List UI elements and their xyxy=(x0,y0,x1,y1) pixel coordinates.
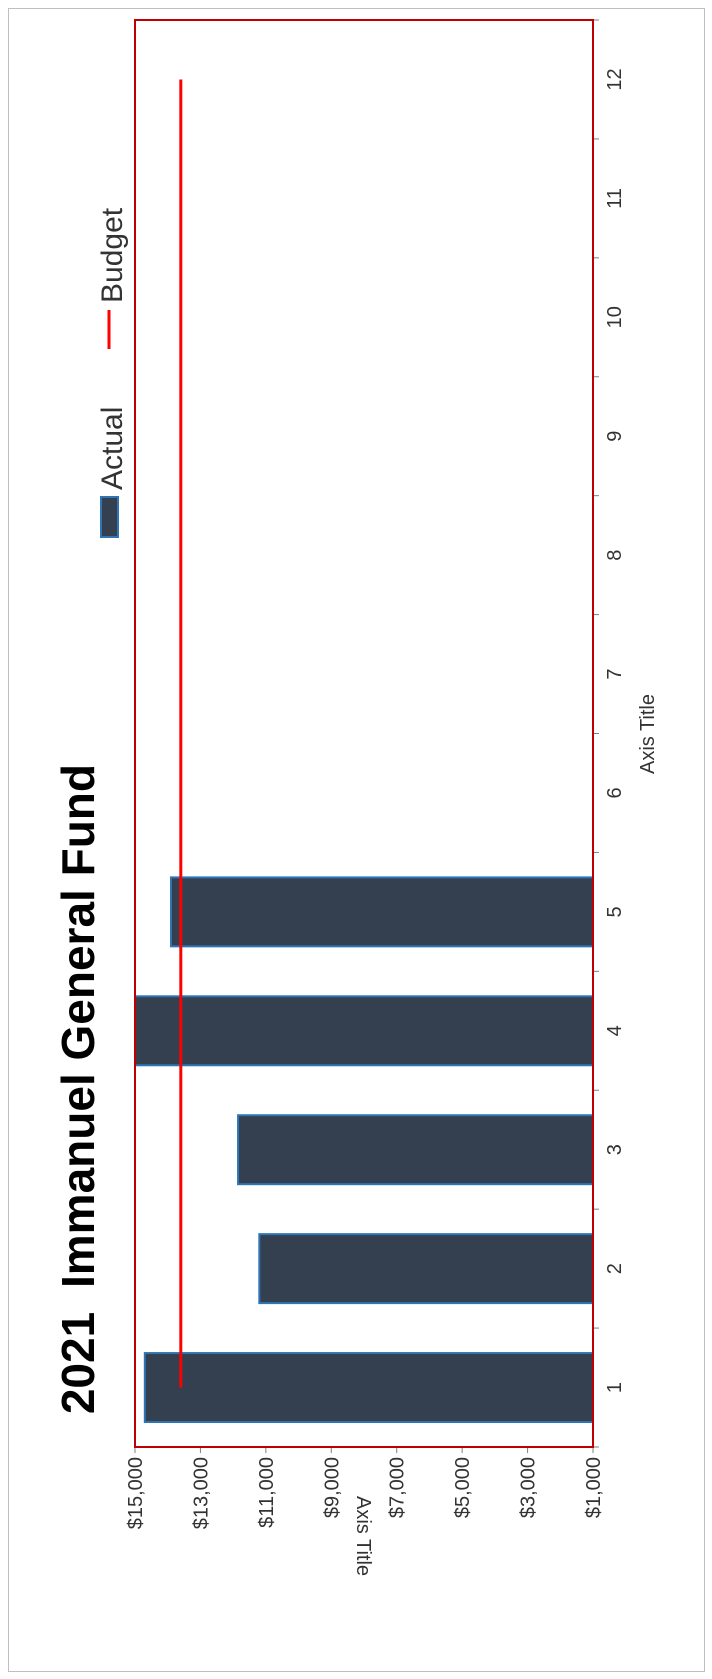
chart-title: Immanuel General Fund xyxy=(52,764,104,1288)
x-tick-label: 2 xyxy=(604,1263,626,1274)
legend-budget-label: Budget xyxy=(96,207,129,303)
y-tick-label: $3,000 xyxy=(518,1457,540,1518)
x-tick-label: 12 xyxy=(604,68,626,90)
x-tick-label: 1 xyxy=(604,1382,626,1393)
y-tick-label: $15,000 xyxy=(125,1457,147,1529)
bar-actual-3 xyxy=(237,1114,595,1186)
bar-actual-1 xyxy=(143,1352,594,1424)
y-tick-label: $5,000 xyxy=(452,1457,474,1518)
legend: Actual Budget xyxy=(96,207,129,538)
x-tick-label: 9 xyxy=(604,431,626,442)
legend-actual-swatch xyxy=(100,496,119,538)
y-tick-label: $11,000 xyxy=(256,1457,278,1528)
axis-layer: $1,000 $3,000 $5,000 $7,000 $9,000 $11,000 $13… xyxy=(125,19,626,1529)
bar-actual-5 xyxy=(169,876,594,948)
legend-actual-label: Actual xyxy=(96,407,129,490)
x-tick-label: 7 xyxy=(604,668,626,679)
x-tick-label: 8 xyxy=(604,550,626,561)
bars-layer xyxy=(134,876,595,1424)
chart-title-year: 2021 xyxy=(52,1312,104,1414)
y-tick-label: $9,000 xyxy=(321,1457,343,1518)
y-axis-title: Axis Title xyxy=(352,1496,374,1576)
y-tick-label: $1,000 xyxy=(583,1457,605,1518)
x-tick-label: 4 xyxy=(604,1025,626,1036)
bar-actual-4 xyxy=(134,995,594,1067)
x-tick-label: 3 xyxy=(604,1144,626,1155)
y-tick-label: $7,000 xyxy=(387,1457,409,1518)
x-tick-label: 6 xyxy=(604,787,626,798)
x-tick-label: 10 xyxy=(604,306,626,328)
y-tick-label: $13,000 xyxy=(190,1457,212,1529)
plot-area-border xyxy=(134,19,594,1448)
x-axis-title: Axis Title xyxy=(637,694,659,774)
bar-actual-2 xyxy=(258,1233,594,1305)
x-tick-label: 11 xyxy=(604,188,626,209)
x-tick-label: 5 xyxy=(604,906,626,917)
